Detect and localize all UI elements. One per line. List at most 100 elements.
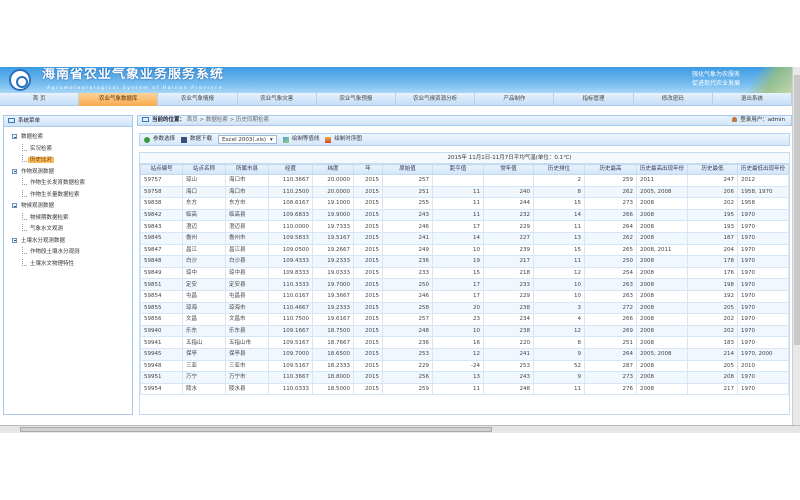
slogan-line: 促进现代农业发展 [691,80,740,87]
column-header[interactable]: 历史最低出现年份 [737,164,789,175]
column-header[interactable]: 历史最高 [584,164,637,175]
nav-item[interactable]: 指标管理 [554,93,634,106]
table-cell: 59849 [140,266,183,280]
column-header[interactable]: 历史最低 [687,164,738,175]
column-header[interactable]: 年 [353,164,383,175]
table-row[interactable]: 59757 琼山 海口市 110.3667 20.0000 2015 257 2 259 2011… [140,174,789,187]
nav-item[interactable]: 农业气象预报 [317,93,397,106]
table-cell: 176 [687,266,738,280]
table-row[interactable]: 59758 海口 海口市 110.2500 20.0000 2015 251 11 240 8 26… [140,185,789,199]
table-row[interactable]: 59948 三亚 三亚市 109.5167 18.2333 2015 229 -24 253 52… [140,359,789,373]
table-cell: 2015 [353,220,383,233]
table-cell: 1970 [737,220,789,233]
table-row[interactable]: 59849 琼中 琼中县 109.8333 19.0333 2015 233 15 218 12 2… [140,266,789,280]
table-cell: 1958, 1970 [737,185,789,199]
tree-item[interactable]: 作物段土壤水分观测 [12,247,132,259]
nav-item[interactable]: 农业气象灾害 [238,93,317,106]
params-button[interactable]: 参数选择 [144,135,175,144]
tree-group[interactable]: 物候观测数据 [12,201,132,213]
table-cell: 217 [687,382,738,396]
table-cell: 266 [584,208,637,222]
table-cell: 59843 [140,220,183,233]
tree-group[interactable]: 作物观测数据 [12,167,132,179]
nav-item[interactable]: 农业气候资源分析 [396,93,476,106]
timeseries-button[interactable]: 绘制时序图 [325,135,362,144]
tree-item[interactable]: 历史比对 [12,155,132,167]
header-banner: 海南省农业气象业务服务系统 Agrometeorological System … [0,67,792,93]
vertical-scrollbar[interactable] [792,67,800,425]
table-cell: 263 [584,278,637,291]
table-row[interactable]: 59848 白沙 白沙县 109.4333 19.2333 2015 236 19 217 11 2… [140,255,789,268]
scrollbar-thumb[interactable] [20,427,492,432]
nav-item[interactable]: 修改密码 [634,93,713,106]
location-icon [142,117,149,122]
breadcrumb-path[interactable]: 首页 > 数据检索 > 历史同期检索 [186,117,269,123]
table-cell: 229 [483,220,534,233]
tree-group[interactable]: 数据检索 [12,132,132,144]
table-row[interactable]: 59851 定安 定安县 110.3333 19.7000 2015 250 17 233 10 2… [140,278,789,291]
scrollbar-thumb[interactable] [794,75,800,345]
table-row[interactable]: 59941 五指山 五指山市 109.5167 18.7667 2015 236 16 220 8… [140,336,789,349]
column-header[interactable]: 历史最高出现年份 [636,164,688,175]
table-cell: 110.0000 [268,220,313,233]
table-row[interactable]: 59842 临高 临高县 109.6833 19.9000 2015 243 11 232 14 2… [140,208,789,222]
column-header[interactable]: 纬度 [312,164,354,175]
table-cell: 1970 [737,382,789,396]
column-header[interactable]: 常年值 [483,164,534,175]
table-cell: 11 [432,197,484,210]
nav-item[interactable]: 产品制作 [475,93,555,106]
contour-button[interactable]: 绘制等值线 [282,135,319,144]
collapse-icon[interactable] [12,168,17,174]
horizontal-scrollbar[interactable] [0,425,800,433]
table-row[interactable]: 59855 琼海 琼海市 110.4667 19.2333 2015 258 20 238 3 27… [140,301,789,315]
nav-item[interactable]: 退出系统 [713,93,792,106]
table-cell: 59851 [140,278,183,291]
tree-item[interactable]: 实况检索 [12,143,132,156]
table-row[interactable]: 59854 屯昌 屯昌县 110.0167 19.3667 2015 246 17 229 10 2… [140,289,789,303]
table-row[interactable]: 59954 陵水 陵水县 110.0333 18.5000 2015 259 11 248 11 2… [140,382,789,396]
table-cell: 15 [533,243,585,257]
table-row[interactable]: 59940 乐东 乐东县 109.1667 18.7500 2015 248 10 238 12 2… [140,324,789,338]
table-row[interactable]: 59951 万宁 万宁市 110.3667 18.8000 2015 256 13 243 9 27… [140,371,789,384]
nav-item[interactable]: 首 页 [0,93,80,106]
column-header[interactable]: 站点编号 [140,164,183,175]
column-header[interactable]: 经度 [268,164,313,175]
column-header[interactable]: 距平值 [432,164,484,175]
table-cell: 18.2333 [312,359,354,373]
tree-item[interactable]: 土壤水文物理特性 [12,258,132,271]
tree-item[interactable]: 作物生长量数据检索 [12,189,132,202]
table-cell: 262 [584,185,637,199]
nav-item[interactable]: 农业气象数据库 [79,93,159,106]
tree-item[interactable]: 作物生长发育数据检索 [12,178,132,190]
column-header[interactable]: 原始值 [382,164,433,175]
collapse-icon[interactable] [12,237,17,243]
table-row[interactable]: 59845 儋州 儋州市 109.5833 19.5167 2015 241 14 227 13 2… [140,231,789,245]
table-cell: 109.0500 [268,243,313,257]
column-header[interactable]: 站点名称 [182,164,226,175]
table-row[interactable]: 59847 昌江 昌江县 109.0500 19.2667 2015 249 10 239 15 2… [140,243,789,257]
table-cell: 59838 [140,197,183,210]
table-cell: 59758 [140,185,183,199]
tree-item[interactable]: 物候期数据检索 [12,212,132,225]
collapse-icon[interactable] [12,203,17,208]
download-button[interactable]: 数据下载 [181,135,212,144]
nav-item[interactable]: 农业气象情报 [158,93,238,106]
table-row[interactable]: 59945 保亭 保亭县 109.7000 18.6500 2015 253 12 241 9 26… [140,347,789,361]
table-cell: 2015 [353,174,383,187]
column-header[interactable]: 历史排位 [533,164,585,175]
table-row[interactable]: 59838 东方 东方市 108.6167 19.1000 2015 255 11 244 15 2… [140,197,789,210]
table-row[interactable]: 59843 澄迈 澄迈县 110.0000 19.7333 2015 246 17 229 11 2… [140,220,789,233]
tree-item[interactable]: 气象水文观测 [12,224,132,236]
system-subtitle: Agrometeorological System of Hainan Prov… [47,86,224,91]
table-cell: 2008 [636,231,688,245]
collapse-icon[interactable] [12,134,17,139]
table-cell: 琼中 [182,266,226,280]
format-select[interactable]: Excel 2003(.xls) ▾ [218,135,277,144]
tree-group[interactable]: 土壤水分观测数据 [12,236,132,248]
column-header[interactable]: 所属市县 [225,164,269,175]
table-cell: 108.6167 [268,197,313,210]
table-row[interactable]: 59856 文昌 文昌市 110.7500 19.6167 2015 257 23 234 4 26… [140,313,789,326]
table-cell: 59845 [140,231,183,245]
table-cell: 2015 [353,313,383,326]
table-cell: 11 [533,220,585,233]
